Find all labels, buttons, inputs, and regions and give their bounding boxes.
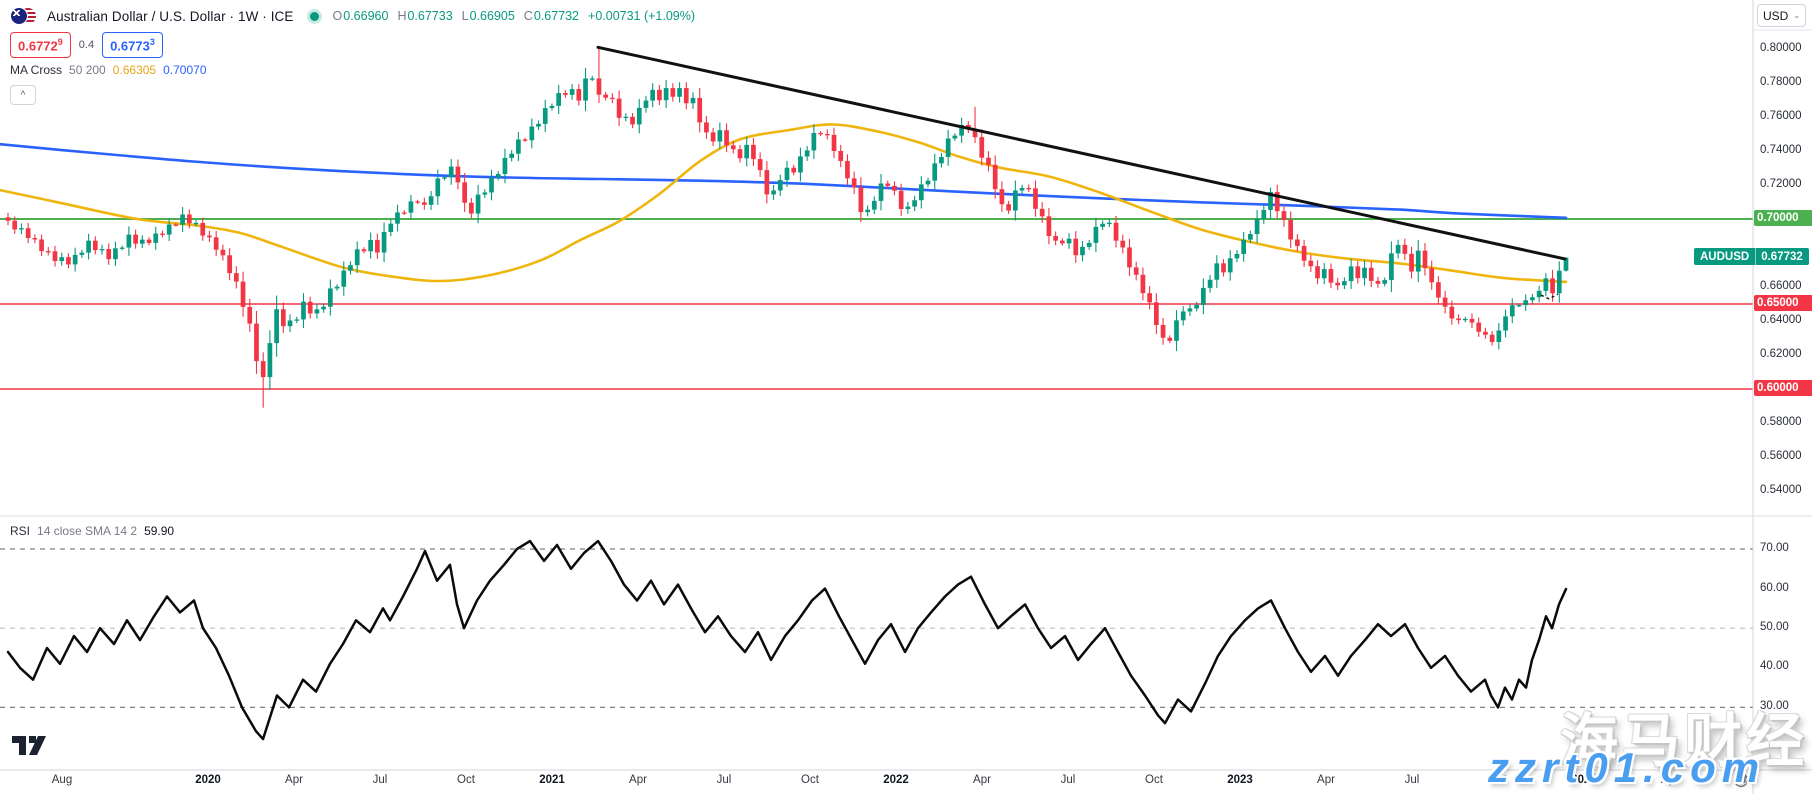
time-axis-label: Aug — [51, 774, 73, 786]
price-level-badge: 0.60000 — [1754, 380, 1812, 396]
time-axis-label: 2022 — [883, 774, 909, 786]
price-axis-label: 0.58000 — [1760, 416, 1802, 428]
price-axis-label: 0.74000 — [1760, 144, 1802, 156]
time-axis-label: Apr — [973, 774, 991, 786]
rsi-legend[interactable]: RSI 14 close SMA 14 2 59.90 — [10, 524, 175, 538]
ma200-value: 0.70070 — [163, 63, 207, 77]
price-axis-label: 0.72000 — [1760, 178, 1802, 190]
rsi-axis-label: 50.00 — [1760, 621, 1789, 633]
last-price-badge: AUDUSD 0.67732 — [1694, 248, 1809, 265]
price-axis-label: 0.76000 — [1760, 110, 1802, 122]
pair-badge-symbol: AUDUSD — [1694, 248, 1757, 265]
change-value: +0.00731 (+1.09%) — [588, 9, 696, 23]
pair-badge-price: 0.67732 — [1761, 250, 1803, 263]
spread-value: 0.4 — [78, 39, 95, 51]
sell-price-button[interactable]: 0.67729 — [10, 32, 71, 58]
ma200-line[interactable] — [0, 142, 1568, 220]
time-axis-label: Apr — [1661, 774, 1679, 786]
time-axis-label: Jul — [716, 774, 732, 786]
time-axis-label: Apr — [629, 774, 647, 786]
price-axis-label: 0.64000 — [1760, 314, 1802, 326]
ohlc-values: O0.66960 H0.67733 L0.66905 C0.67732 +0.0… — [332, 9, 696, 23]
price-axis-label: 0.80000 — [1760, 42, 1802, 54]
price-axis-label: 0.78000 — [1760, 76, 1802, 88]
time-axis-label: 2023 — [1227, 774, 1253, 786]
chevron-down-icon: ⌄ — [1793, 11, 1801, 20]
time-axis-label: Apr — [1317, 774, 1335, 786]
time-axis-label: Apr — [285, 774, 303, 786]
price-level-badge: 0.70000 — [1754, 210, 1812, 226]
time-axis-label: Oct — [1489, 774, 1507, 786]
audusd-pair-flags-icon — [10, 6, 40, 26]
time-axis-label: 2021 — [539, 774, 565, 786]
market-status-dot[interactable] — [309, 11, 319, 21]
price-level-badge: 0.65000 — [1754, 295, 1812, 311]
descending-trendline[interactable] — [596, 45, 1567, 261]
watermark-brand-cn: 海马财经 — [1560, 709, 1809, 774]
ma-cross-legend[interactable]: MA Cross 50 200 0.66305 0.70070 — [10, 63, 207, 77]
chart-legend: Australian Dollar / U.S. Dollar · 1W · I… — [10, 4, 695, 105]
price-axis-label: 0.66000 — [1760, 280, 1802, 292]
time-axis-label: Jul — [372, 774, 388, 786]
rsi-axis-label: 70.00 — [1760, 542, 1789, 554]
price-axis-label: 0.56000 — [1760, 450, 1802, 462]
ma50-line[interactable] — [0, 123, 1568, 284]
time-axis[interactable]: Aug 2020 Apr Jul Oct 2021 Apr Jul Oct 2022 Apr Jul O… — [0, 770, 1753, 794]
candlestick-series[interactable] — [5, 47, 1569, 408]
rsi-axis-label: 20.00 — [1760, 740, 1789, 752]
tradingview-logo[interactable] — [12, 735, 46, 757]
watermark-url: zzrt01.com — [1488, 744, 1766, 791]
time-axis-label: 2020 — [195, 774, 221, 786]
dashed-annotation[interactable] — [1540, 293, 1559, 300]
rsi-value: 59.90 — [144, 524, 175, 538]
rsi-axis-label: 60.00 — [1760, 582, 1789, 594]
price-axis-label: 0.62000 — [1760, 348, 1802, 360]
ma50-value: 0.66305 — [112, 63, 157, 77]
time-axis-label: 2024 — [1571, 774, 1597, 786]
collapse-legend-button[interactable]: ^ — [10, 85, 36, 105]
time-axis-label: Oct — [1145, 774, 1163, 786]
price-axis-label: 0.54000 — [1760, 484, 1802, 496]
time-axis-label: Jul — [1060, 774, 1076, 786]
rsi-line[interactable] — [6, 539, 1568, 741]
time-axis-label: Jul — [1404, 774, 1420, 786]
time-axis-label: Oct — [801, 774, 819, 786]
rsi-axis-label: 40.00 — [1760, 660, 1789, 672]
buy-price-button[interactable]: 0.67733 — [102, 32, 163, 58]
currency-dropdown[interactable]: USD ⌄ — [1757, 4, 1806, 27]
clock-icon[interactable] — [1733, 772, 1749, 788]
time-axis-label: Oct — [457, 774, 475, 786]
rsi-axis-label: 30.00 — [1760, 700, 1789, 712]
symbol-title[interactable]: Australian Dollar / U.S. Dollar · 1W · I… — [47, 8, 294, 24]
